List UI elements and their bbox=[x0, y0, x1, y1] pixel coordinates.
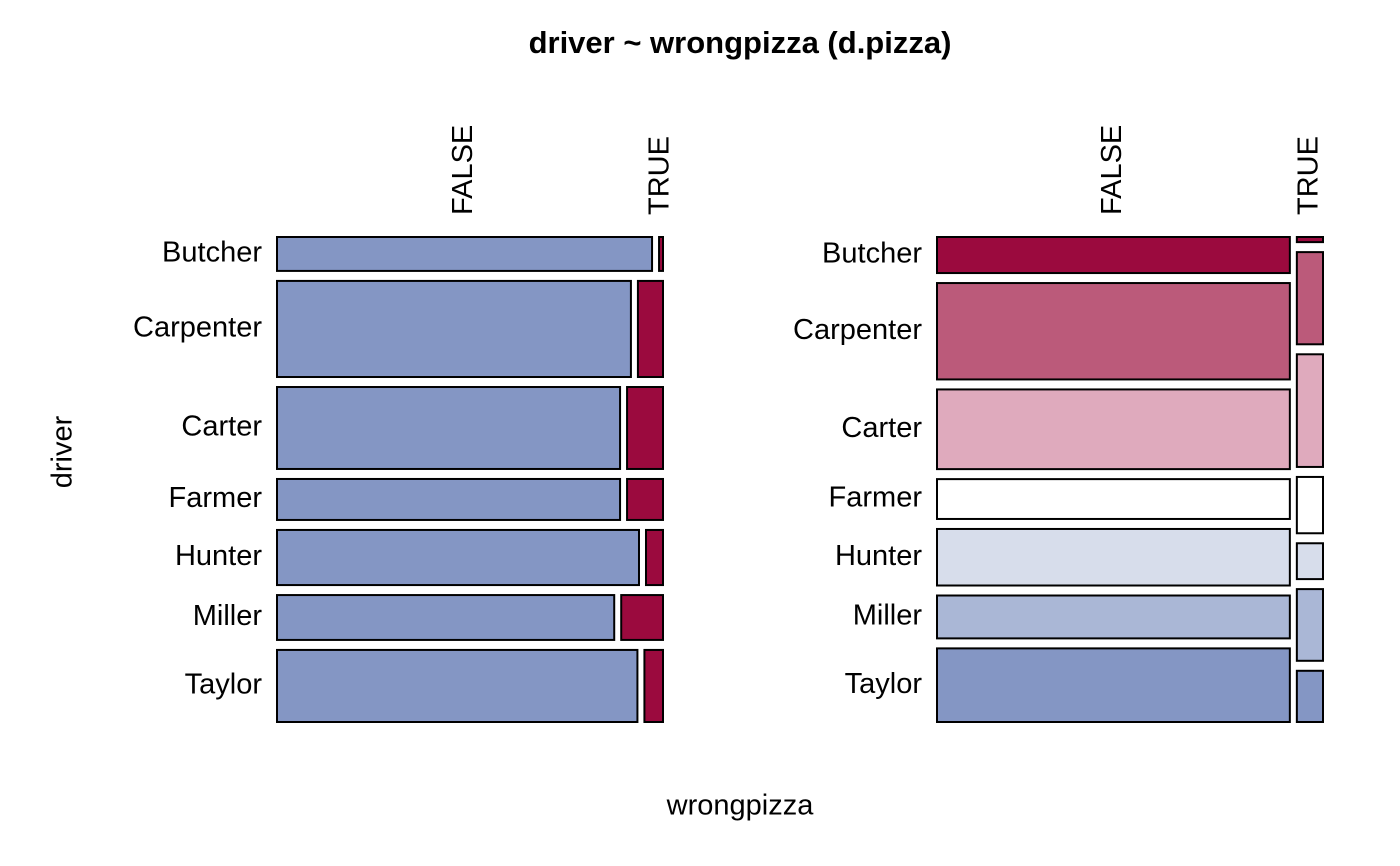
mosaic-tile bbox=[1295, 353, 1324, 468]
mosaic-tile bbox=[626, 386, 665, 470]
y-axis-label: driver bbox=[47, 415, 79, 488]
mosaic-tile bbox=[936, 236, 1291, 275]
mosaic-tile bbox=[936, 478, 1291, 520]
mosaic-tile bbox=[936, 527, 1291, 587]
mosaic-tile bbox=[936, 282, 1291, 381]
row-label: Butcher bbox=[162, 237, 262, 269]
column-label: TRUE bbox=[1293, 136, 1325, 215]
mosaic-tile bbox=[636, 279, 665, 379]
row-label: Carpenter bbox=[133, 312, 262, 344]
row-label: Butcher bbox=[822, 238, 922, 270]
row-label: Carpenter bbox=[793, 314, 922, 346]
row-label: Farmer bbox=[829, 482, 923, 514]
mosaic-tile bbox=[936, 388, 1291, 471]
mosaic-tile bbox=[1295, 588, 1324, 662]
mosaic-tile bbox=[276, 594, 616, 641]
row-label: Taylor bbox=[185, 669, 263, 701]
mosaic-tile bbox=[1295, 542, 1324, 581]
column-label: FALSE bbox=[447, 125, 479, 215]
mosaic-tile bbox=[1295, 475, 1324, 535]
row-label: Taylor bbox=[845, 668, 923, 700]
mosaic-tile bbox=[1295, 669, 1324, 723]
mosaic-tile bbox=[276, 477, 622, 521]
column-label: FALSE bbox=[1096, 125, 1128, 215]
row-label: Miller bbox=[853, 600, 923, 632]
x-axis-label: wrongpizza bbox=[666, 790, 815, 822]
column-label: TRUE bbox=[644, 136, 676, 215]
mosaic-tile bbox=[644, 528, 665, 587]
row-label: Carter bbox=[181, 411, 262, 443]
mosaic-tile bbox=[1295, 251, 1324, 346]
mosaic-tile bbox=[276, 648, 639, 723]
row-label: Carter bbox=[841, 412, 922, 444]
mosaic-tile bbox=[936, 594, 1291, 640]
chart-title: driver ~ wrongpizza (d.pizza) bbox=[529, 25, 952, 60]
row-label: Hunter bbox=[175, 540, 262, 572]
mosaic-tile bbox=[626, 477, 665, 521]
row-label: Miller bbox=[193, 600, 263, 632]
mosaic-tile bbox=[276, 386, 622, 470]
mosaic-tile bbox=[936, 647, 1291, 723]
mosaic-tile bbox=[276, 236, 654, 272]
mosaic-tile bbox=[658, 236, 664, 272]
mosaic-tile bbox=[276, 279, 632, 379]
mosaic-tile bbox=[643, 648, 665, 723]
mosaic-tile bbox=[1295, 236, 1324, 244]
row-label: Hunter bbox=[835, 540, 922, 572]
mosaic-tile bbox=[276, 528, 640, 587]
mosaic-tile bbox=[620, 594, 664, 641]
row-label: Farmer bbox=[169, 482, 263, 514]
